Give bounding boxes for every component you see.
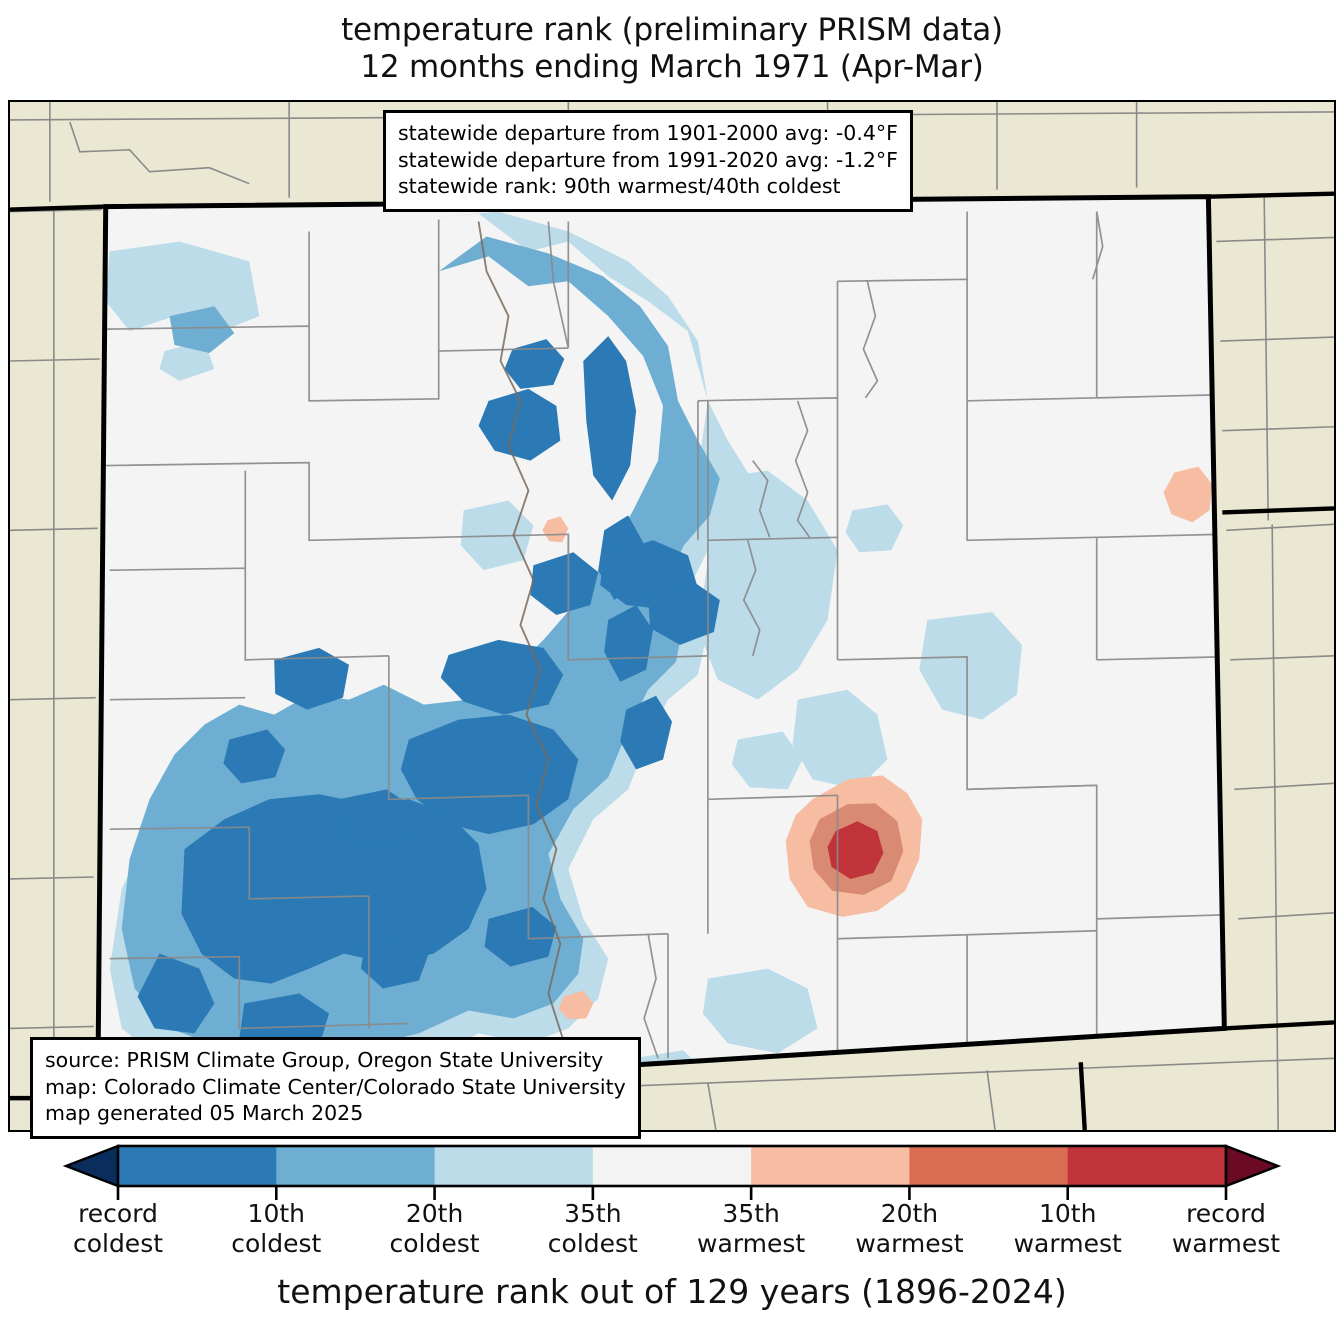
colorado-county-lines: [105, 211, 1225, 1099]
colorbar-label-top: 10th: [1038, 1199, 1097, 1228]
colorbar-label-bottom: coldest: [389, 1228, 480, 1258]
colorbar-label-bottom: coldest: [231, 1228, 322, 1258]
colorbar-label-bottom: warmest: [697, 1228, 806, 1258]
colorbar-tick-labels: record coldest 10th coldest 20th coldest 35th c…: [0, 1199, 1344, 1269]
rank-band-10th-warmest: [827, 821, 884, 879]
statewide-statistics-box: statewide departure from 1901-2000 avg: …: [383, 110, 913, 212]
colorbar-label-bottom: warmest: [855, 1228, 964, 1258]
colorbar-label: 10th warmest: [988, 1199, 1148, 1258]
source-attribution-box: source: PRISM Climate Group, Oregon Stat…: [30, 1037, 641, 1139]
colorbar-label: 10th coldest: [196, 1199, 356, 1258]
colorbar-band: [434, 1146, 594, 1186]
map-panel: [8, 100, 1336, 1132]
colorbar: [0, 1140, 1344, 1200]
rank-band-10th-coldest: [137, 336, 720, 1057]
colorbar-label-top: 35th: [564, 1199, 622, 1228]
colorbar-label-top: 35th: [722, 1199, 780, 1228]
colorbar-label-top: record: [1186, 1199, 1266, 1228]
title-line-1: temperature rank (preliminary PRISM data…: [341, 12, 1003, 48]
colorbar-band: [276, 1146, 436, 1186]
colorbar-caption: temperature rank out of 129 years (1896-…: [277, 1272, 1067, 1311]
page-title: temperature rank (preliminary PRISM data…: [0, 0, 1344, 85]
colorbar-band: [592, 1146, 752, 1186]
colorbar-band: [909, 1146, 1069, 1186]
colorbar-label-bottom: coldest: [72, 1228, 164, 1258]
colorbar-over-arrow: [1224, 1144, 1282, 1188]
colorbar-label-top: record: [78, 1199, 158, 1228]
colorbar-label-bottom: warmest: [1171, 1228, 1281, 1258]
title-line-2: 12 months ending March 1971 (Apr-Mar): [360, 48, 984, 85]
colorbar-band: [1067, 1146, 1227, 1186]
colorbar-outline: [116, 1144, 1228, 1188]
colorbar-band: [751, 1146, 911, 1186]
colorbar-label-top: 20th: [405, 1199, 464, 1228]
colorbar-label: 20th warmest: [829, 1199, 989, 1258]
colorbar-label-bottom: coldest: [547, 1228, 638, 1258]
stat-departure-1991-2020: statewide departure from 1991-2020 avg: …: [398, 147, 898, 172]
colorbar-under-arrow: [62, 1144, 120, 1188]
colorbar-label: 35th warmest: [671, 1199, 831, 1258]
colorbar-label-top: 20th: [880, 1199, 939, 1228]
source-map-author: map: Colorado Climate Center/Colorado St…: [45, 1074, 626, 1099]
colorbar-label: 20th coldest: [355, 1199, 515, 1258]
divide-line: [477, 221, 566, 1099]
colorbar-label-bottom: warmest: [1013, 1228, 1122, 1258]
colorbar-cells: [62, 1144, 1282, 1188]
source-prism: source: PRISM Climate Group, Oregon Stat…: [45, 1048, 604, 1072]
colorbar-graphic: [62, 1144, 1282, 1200]
colorbar-label: record coldest: [38, 1199, 198, 1258]
colorado-interior: [97, 196, 1225, 1099]
colorado-temperature-rank-map: [10, 102, 1334, 1130]
colorbar-label: 35th coldest: [513, 1199, 673, 1258]
colorbar-label-top: 10th: [247, 1199, 306, 1228]
colorbar-band: [118, 1146, 277, 1186]
stat-statewide-rank: statewide rank: 90th warmest/40th coldes…: [398, 174, 841, 199]
colorbar-ticks: [116, 1186, 1228, 1200]
source-generated-date: map generated 05 March 2025: [45, 1101, 364, 1126]
stat-departure-1901-2000: statewide departure from 1901-2000 avg: …: [398, 121, 898, 145]
colorbar-label: record warmest: [1146, 1199, 1306, 1258]
